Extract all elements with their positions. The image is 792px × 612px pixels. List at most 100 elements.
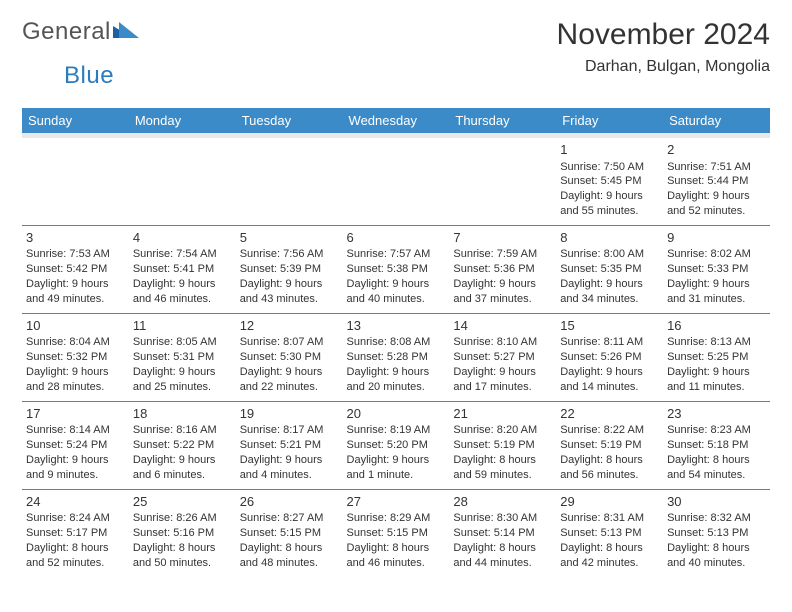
day-cell: 17Sunrise: 8:14 AMSunset: 5:24 PMDayligh… <box>22 401 129 489</box>
detail-line: Sunset: 5:42 PM <box>26 262 125 277</box>
detail-line: Daylight: 9 hours and 40 minutes. <box>347 277 446 307</box>
day-cell: 29Sunrise: 8:31 AMSunset: 5:13 PMDayligh… <box>556 489 663 576</box>
detail-line: Sunset: 5:35 PM <box>560 262 659 277</box>
calendar-head: SundayMondayTuesdayWednesdayThursdayFrid… <box>22 108 770 133</box>
detail-line: Sunset: 5:14 PM <box>453 526 552 541</box>
day-number: 6 <box>347 229 446 247</box>
day-cell: 27Sunrise: 8:29 AMSunset: 5:15 PMDayligh… <box>343 489 450 576</box>
detail-line: Sunset: 5:18 PM <box>667 438 766 453</box>
day-details: Sunrise: 8:10 AMSunset: 5:27 PMDaylight:… <box>453 335 552 394</box>
day-header: Tuesday <box>236 108 343 133</box>
detail-line: Daylight: 9 hours and 11 minutes. <box>667 365 766 395</box>
day-number: 5 <box>240 229 339 247</box>
title-block: November 2024 Darhan, Bulgan, Mongolia <box>557 18 770 76</box>
day-cell <box>343 138 450 225</box>
day-header-row: SundayMondayTuesdayWednesdayThursdayFrid… <box>22 108 770 133</box>
day-details: Sunrise: 8:04 AMSunset: 5:32 PMDaylight:… <box>26 335 125 394</box>
detail-line: Daylight: 9 hours and 4 minutes. <box>240 453 339 483</box>
day-details: Sunrise: 8:30 AMSunset: 5:14 PMDaylight:… <box>453 511 552 570</box>
detail-line: Sunset: 5:21 PM <box>240 438 339 453</box>
day-cell: 8Sunrise: 8:00 AMSunset: 5:35 PMDaylight… <box>556 225 663 313</box>
brand-name-b: Blue <box>64 62 114 90</box>
detail-line: Sunrise: 8:14 AM <box>26 423 125 438</box>
day-cell: 25Sunrise: 8:26 AMSunset: 5:16 PMDayligh… <box>129 489 236 576</box>
day-cell: 24Sunrise: 8:24 AMSunset: 5:17 PMDayligh… <box>22 489 129 576</box>
detail-line: Sunset: 5:39 PM <box>240 262 339 277</box>
week-row: 24Sunrise: 8:24 AMSunset: 5:17 PMDayligh… <box>22 489 770 576</box>
detail-line: Sunset: 5:31 PM <box>133 350 232 365</box>
day-details: Sunrise: 8:16 AMSunset: 5:22 PMDaylight:… <box>133 423 232 482</box>
day-number: 21 <box>453 405 552 423</box>
brand-logo: General <box>22 18 141 46</box>
day-number: 10 <box>26 317 125 335</box>
day-details: Sunrise: 8:02 AMSunset: 5:33 PMDaylight:… <box>667 247 766 306</box>
day-number: 23 <box>667 405 766 423</box>
day-header: Friday <box>556 108 663 133</box>
day-number: 15 <box>560 317 659 335</box>
week-row: 10Sunrise: 8:04 AMSunset: 5:32 PMDayligh… <box>22 313 770 401</box>
day-cell: 1Sunrise: 7:50 AMSunset: 5:45 PMDaylight… <box>556 138 663 225</box>
detail-line: Sunset: 5:32 PM <box>26 350 125 365</box>
day-number: 19 <box>240 405 339 423</box>
day-cell: 16Sunrise: 8:13 AMSunset: 5:25 PMDayligh… <box>663 313 770 401</box>
day-details: Sunrise: 8:27 AMSunset: 5:15 PMDaylight:… <box>240 511 339 570</box>
day-cell <box>236 138 343 225</box>
detail-line: Daylight: 9 hours and 31 minutes. <box>667 277 766 307</box>
day-cell <box>22 138 129 225</box>
calendar-table: SundayMondayTuesdayWednesdayThursdayFrid… <box>22 108 770 577</box>
detail-line: Sunrise: 8:04 AM <box>26 335 125 350</box>
detail-line: Sunrise: 7:59 AM <box>453 247 552 262</box>
detail-line: Sunset: 5:41 PM <box>133 262 232 277</box>
day-cell: 14Sunrise: 8:10 AMSunset: 5:27 PMDayligh… <box>449 313 556 401</box>
day-cell: 6Sunrise: 7:57 AMSunset: 5:38 PMDaylight… <box>343 225 450 313</box>
day-cell: 20Sunrise: 8:19 AMSunset: 5:20 PMDayligh… <box>343 401 450 489</box>
day-cell: 9Sunrise: 8:02 AMSunset: 5:33 PMDaylight… <box>663 225 770 313</box>
week-row: 3Sunrise: 7:53 AMSunset: 5:42 PMDaylight… <box>22 225 770 313</box>
detail-line: Daylight: 9 hours and 34 minutes. <box>560 277 659 307</box>
detail-line: Sunrise: 8:23 AM <box>667 423 766 438</box>
day-cell: 2Sunrise: 7:51 AMSunset: 5:44 PMDaylight… <box>663 138 770 225</box>
day-details: Sunrise: 8:24 AMSunset: 5:17 PMDaylight:… <box>26 511 125 570</box>
detail-line: Daylight: 9 hours and 14 minutes. <box>560 365 659 395</box>
day-details: Sunrise: 8:23 AMSunset: 5:18 PMDaylight:… <box>667 423 766 482</box>
day-number: 1 <box>560 141 659 159</box>
detail-line: Daylight: 8 hours and 59 minutes. <box>453 453 552 483</box>
day-header: Sunday <box>22 108 129 133</box>
detail-line: Sunrise: 7:51 AM <box>667 160 766 175</box>
detail-line: Sunrise: 8:16 AM <box>133 423 232 438</box>
detail-line: Daylight: 9 hours and 52 minutes. <box>667 189 766 219</box>
detail-line: Daylight: 8 hours and 56 minutes. <box>560 453 659 483</box>
day-details: Sunrise: 8:20 AMSunset: 5:19 PMDaylight:… <box>453 423 552 482</box>
detail-line: Sunset: 5:20 PM <box>347 438 446 453</box>
day-number: 29 <box>560 493 659 511</box>
day-cell: 4Sunrise: 7:54 AMSunset: 5:41 PMDaylight… <box>129 225 236 313</box>
day-details: Sunrise: 8:22 AMSunset: 5:19 PMDaylight:… <box>560 423 659 482</box>
day-cell: 28Sunrise: 8:30 AMSunset: 5:14 PMDayligh… <box>449 489 556 576</box>
week-row: 17Sunrise: 8:14 AMSunset: 5:24 PMDayligh… <box>22 401 770 489</box>
detail-line: Daylight: 9 hours and 22 minutes. <box>240 365 339 395</box>
detail-line: Sunrise: 8:13 AM <box>667 335 766 350</box>
day-number: 27 <box>347 493 446 511</box>
detail-line: Sunrise: 8:29 AM <box>347 511 446 526</box>
brand-name-a: General <box>22 18 111 46</box>
detail-line: Daylight: 9 hours and 28 minutes. <box>26 365 125 395</box>
detail-line: Sunrise: 8:19 AM <box>347 423 446 438</box>
day-details: Sunrise: 8:31 AMSunset: 5:13 PMDaylight:… <box>560 511 659 570</box>
detail-line: Sunset: 5:19 PM <box>560 438 659 453</box>
day-cell: 7Sunrise: 7:59 AMSunset: 5:36 PMDaylight… <box>449 225 556 313</box>
week-row: 1Sunrise: 7:50 AMSunset: 5:45 PMDaylight… <box>22 138 770 225</box>
detail-line: Sunrise: 8:32 AM <box>667 511 766 526</box>
day-number: 11 <box>133 317 232 335</box>
brand-flag-icon <box>113 20 139 45</box>
detail-line: Sunrise: 8:11 AM <box>560 335 659 350</box>
day-details: Sunrise: 7:59 AMSunset: 5:36 PMDaylight:… <box>453 247 552 306</box>
day-header: Wednesday <box>343 108 450 133</box>
day-number: 12 <box>240 317 339 335</box>
day-details: Sunrise: 8:14 AMSunset: 5:24 PMDaylight:… <box>26 423 125 482</box>
detail-line: Daylight: 9 hours and 25 minutes. <box>133 365 232 395</box>
detail-line: Sunset: 5:33 PM <box>667 262 766 277</box>
detail-line: Daylight: 9 hours and 46 minutes. <box>133 277 232 307</box>
day-cell <box>449 138 556 225</box>
day-number: 30 <box>667 493 766 511</box>
detail-line: Sunset: 5:16 PM <box>133 526 232 541</box>
